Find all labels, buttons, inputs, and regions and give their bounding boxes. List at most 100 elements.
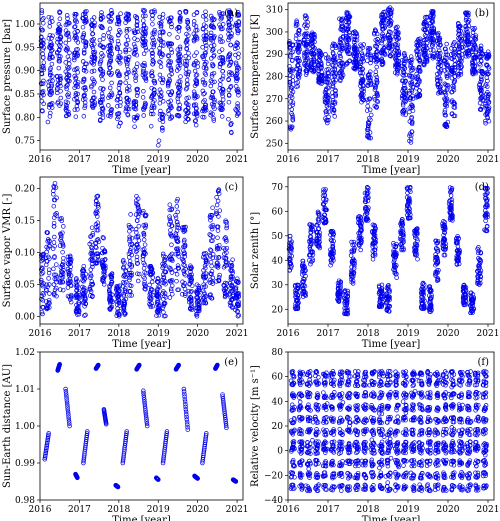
data-point (367, 46, 373, 51)
data-point (345, 26, 351, 31)
data-point (149, 69, 155, 74)
data-point (90, 50, 96, 55)
data-point (290, 117, 295, 122)
data-point (176, 58, 182, 63)
data-point (40, 51, 45, 57)
data-point (366, 120, 371, 126)
data-point (203, 9, 208, 14)
data-point (142, 100, 148, 106)
data-point (234, 65, 240, 71)
data-point (132, 118, 137, 123)
data-point (365, 83, 371, 89)
data-point (220, 58, 225, 63)
data-point (56, 27, 61, 33)
data-point (202, 102, 208, 108)
data-point (158, 24, 164, 30)
data-point (123, 20, 128, 25)
data-point (184, 31, 189, 37)
data-point (65, 16, 70, 21)
data-point (157, 87, 163, 93)
data-point (234, 70, 240, 76)
data-point (339, 70, 345, 76)
data-point (235, 76, 240, 81)
data-point (219, 14, 224, 19)
data-point (217, 208, 223, 213)
data-point (48, 51, 53, 57)
data-point (158, 60, 163, 65)
data-point (81, 93, 87, 98)
data-point (203, 72, 209, 77)
data-point (339, 21, 344, 26)
data-point (203, 13, 208, 18)
data-point (56, 53, 62, 59)
data-point (293, 23, 299, 29)
data-point (89, 22, 94, 28)
data-point (106, 30, 111, 36)
data-point (208, 30, 214, 36)
data-point (74, 66, 80, 71)
data-point (75, 91, 80, 97)
data-point (234, 40, 240, 45)
data-point (220, 68, 226, 74)
data-point (317, 49, 323, 54)
data-point (161, 310, 166, 315)
x-tick-label: 2018 (107, 155, 130, 165)
data-point (228, 33, 233, 39)
data-point (226, 77, 231, 83)
data-point (184, 77, 190, 83)
data-point (288, 85, 294, 90)
y-axis-title: Surface pressure [bar] (2, 19, 13, 134)
data-point (47, 67, 53, 73)
data-point (160, 128, 165, 133)
data-point (125, 37, 131, 43)
data-point (290, 78, 296, 83)
data-point (141, 8, 147, 14)
data-point (444, 41, 449, 47)
data-point (332, 60, 338, 65)
data-point (89, 22, 94, 27)
data-point (174, 278, 179, 284)
data-point (365, 133, 371, 138)
data-point (175, 209, 180, 215)
data-point (106, 14, 111, 19)
data-point (358, 93, 364, 99)
data-point (83, 40, 89, 46)
y-tick-label: 270 (266, 95, 283, 105)
data-point (167, 62, 172, 68)
data-point (83, 312, 88, 318)
data-point (157, 92, 162, 97)
data-point (202, 82, 208, 87)
panel-d: 2016 2017 2018 2019 2020 2021203040506070Time… (250, 176, 499, 350)
data-point (354, 46, 360, 52)
data-point (128, 212, 133, 217)
data-point (66, 37, 72, 42)
data-point (150, 50, 155, 56)
data-point (191, 111, 197, 117)
data-point (141, 105, 147, 110)
data-point (177, 15, 183, 21)
data-point (81, 68, 87, 73)
data-point (89, 37, 95, 43)
data-point (353, 55, 359, 60)
data-point (51, 266, 56, 272)
data-point (40, 63, 46, 69)
data-point (191, 62, 197, 68)
x-tick-label: 2019 (397, 155, 420, 165)
y-tick-label: 0.80 (15, 113, 35, 123)
data-point (133, 30, 138, 35)
panel-a: 2016 2017 2018 2019 2020 20210.750.800.850.90… (2, 2, 249, 176)
data-point (287, 104, 293, 109)
x-axis-title: Time [year] (362, 165, 421, 176)
data-point (43, 262, 49, 268)
data-point (194, 105, 199, 111)
data-point (64, 108, 69, 114)
data-point (211, 43, 217, 48)
data-point (58, 95, 64, 101)
data-point (55, 90, 60, 96)
data-point (330, 43, 335, 49)
data-point (368, 75, 373, 81)
data-point (339, 37, 344, 42)
data-point (133, 78, 138, 83)
data-point (201, 91, 206, 97)
data-point (91, 78, 96, 83)
